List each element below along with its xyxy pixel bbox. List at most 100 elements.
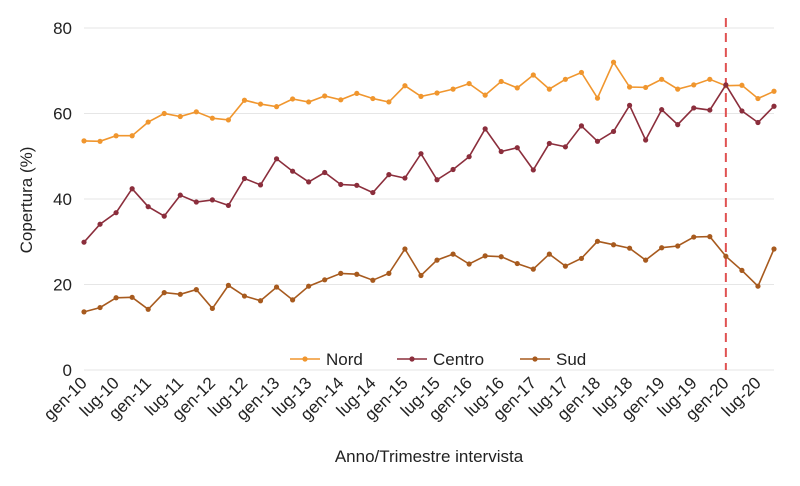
data-point-sud (81, 309, 87, 315)
x-axis-title: Anno/Trimestre intervista (335, 447, 524, 466)
data-point-nord (386, 99, 392, 105)
series-nord (81, 59, 777, 144)
data-point-sud (482, 253, 488, 259)
data-point-nord (161, 110, 167, 117)
data-point-sud (643, 257, 649, 263)
data-point-centro (145, 204, 151, 210)
data-point-centro (466, 154, 472, 160)
data-point-nord (675, 86, 681, 92)
data-point-centro (209, 197, 215, 203)
data-point-centro (755, 119, 761, 126)
legend-label-centro: Centro (433, 350, 484, 369)
data-point-sud (129, 294, 135, 300)
series-layer (81, 59, 777, 315)
data-point-nord (546, 86, 552, 92)
data-point-centro (514, 145, 520, 151)
data-point-nord (129, 133, 135, 139)
data-point-centro (739, 108, 745, 114)
data-point-centro (338, 181, 344, 188)
legend-marker (302, 356, 308, 362)
data-point-sud (322, 277, 328, 283)
data-point-sud (675, 243, 681, 249)
data-point-sud (161, 290, 167, 296)
data-point-centro (418, 151, 424, 157)
data-point-nord (273, 104, 280, 110)
data-point-sud (257, 298, 264, 304)
data-point-centro (707, 107, 713, 113)
data-point-nord (209, 115, 215, 121)
data-point-sud (290, 297, 296, 303)
data-point-sud (145, 306, 151, 312)
series-line-nord (83, 60, 775, 143)
data-point-centro (594, 138, 601, 144)
data-point-nord (81, 138, 87, 144)
data-point-sud (370, 277, 376, 283)
y-tick-label: 60 (53, 105, 72, 124)
legend-marker (532, 356, 538, 362)
data-point-sud (530, 266, 536, 272)
data-point-nord (610, 59, 617, 65)
data-point-sud (514, 260, 520, 267)
data-point-centro (193, 199, 199, 205)
data-point-nord (418, 93, 424, 99)
data-point-nord (659, 76, 665, 82)
data-point-centro (241, 175, 248, 182)
data-point-nord (755, 95, 761, 102)
data-point-centro (113, 210, 119, 216)
data-point-centro (659, 107, 665, 113)
data-point-nord (626, 84, 633, 90)
legend-item-nord: Nord (290, 350, 363, 369)
data-point-nord (354, 90, 360, 97)
y-tick-label: 40 (53, 190, 72, 209)
data-point-nord (338, 97, 344, 103)
data-point-centro (386, 172, 392, 178)
data-point-nord (177, 113, 183, 120)
legend-label-nord: Nord (326, 350, 363, 369)
data-point-sud (723, 253, 729, 259)
data-point-sud (241, 293, 248, 299)
y-tick-label: 0 (63, 361, 72, 380)
data-point-centro (322, 169, 328, 176)
data-point-nord (562, 76, 568, 82)
data-point-sud (739, 267, 745, 273)
data-point-centro (691, 105, 697, 111)
series-line-centro (83, 83, 775, 243)
data-point-sud (450, 251, 456, 257)
data-point-nord (594, 95, 601, 101)
data-point-sud (386, 270, 392, 276)
data-point-nord (482, 92, 488, 98)
data-point-centro (578, 123, 585, 129)
data-point-sud (209, 305, 215, 312)
data-point-sud (755, 283, 761, 289)
y-axis-title: Copertura (%) (17, 147, 36, 254)
data-point-sud (113, 295, 119, 301)
data-point-sud (354, 271, 360, 277)
data-point-centro (161, 213, 167, 219)
data-point-nord (225, 117, 232, 123)
y-tick-label: 20 (53, 276, 72, 295)
data-point-nord (322, 93, 328, 99)
data-point-sud (97, 304, 103, 311)
legend-marker (409, 356, 415, 362)
data-point-sud (771, 246, 777, 252)
data-point-nord (370, 95, 376, 102)
legend-item-sud: Sud (520, 350, 586, 369)
data-point-sud (402, 246, 408, 252)
data-point-centro (97, 221, 103, 227)
data-point-nord (578, 69, 585, 76)
data-point-sud (594, 238, 601, 244)
series-line-sud (83, 235, 775, 313)
data-point-sud (626, 245, 633, 251)
data-point-nord (530, 72, 536, 78)
data-point-centro (723, 82, 729, 88)
data-point-centro (273, 156, 280, 162)
data-point-nord (466, 80, 472, 87)
data-point-sud (177, 291, 183, 297)
data-point-centro (546, 140, 552, 147)
data-point-centro (610, 128, 617, 135)
data-point-centro (675, 122, 681, 128)
data-point-sud (659, 245, 665, 251)
data-point-centro (225, 202, 232, 209)
data-point-sud (691, 234, 697, 240)
data-point-nord (434, 90, 440, 96)
